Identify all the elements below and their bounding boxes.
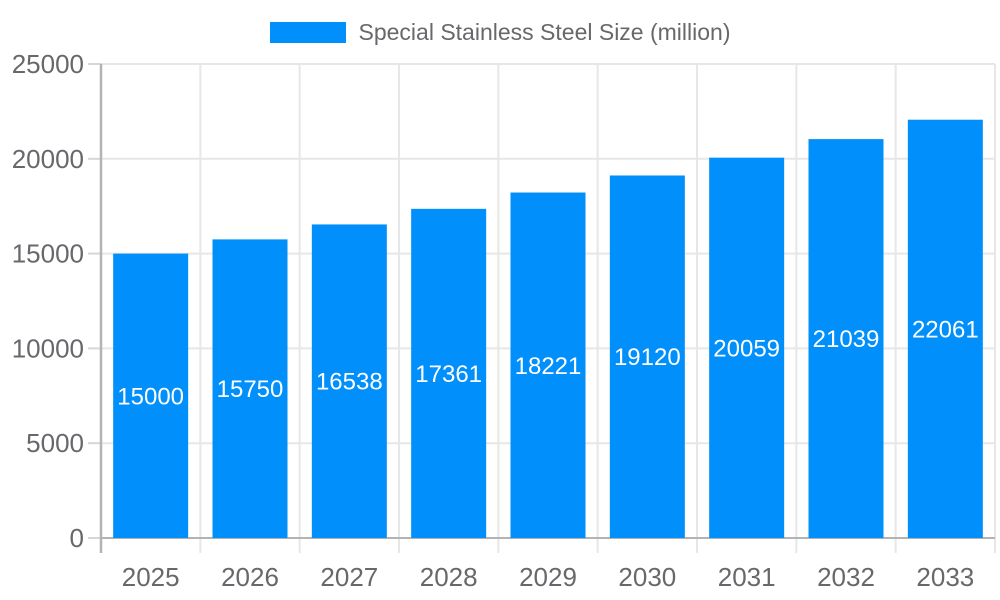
- x-tick-label: 2032: [817, 562, 875, 592]
- y-tick-label: 15000: [12, 239, 84, 269]
- x-tick-label: 2028: [420, 562, 478, 592]
- x-tick-label: 2026: [221, 562, 279, 592]
- bar-2026[interactable]: [212, 239, 288, 538]
- bar-value-label: 17361: [415, 361, 482, 388]
- bar-2028[interactable]: [411, 208, 487, 538]
- x-tick-label: 2029: [519, 562, 577, 592]
- bar-value-label: 15750: [217, 376, 284, 403]
- bar-value-label: 19120: [614, 344, 681, 371]
- bar-2033[interactable]: [907, 119, 983, 538]
- bar-2027[interactable]: [311, 224, 387, 538]
- y-tick-label: 20000: [12, 144, 84, 174]
- x-tick-label: 2025: [122, 562, 180, 592]
- bar-value-label: 20059: [713, 335, 780, 362]
- bar-2031[interactable]: [709, 157, 785, 538]
- y-tick-label: 25000: [12, 49, 84, 79]
- x-tick-label: 2033: [916, 562, 974, 592]
- bar-2032[interactable]: [808, 139, 884, 538]
- legend-label[interactable]: Special Stainless Steel Size (million): [358, 19, 731, 45]
- bar-value-label: 18221: [515, 353, 582, 380]
- x-tick-label: 2030: [618, 562, 676, 592]
- legend[interactable]: Special Stainless Steel Size (million): [0, 19, 1000, 45]
- y-tick-label: 5000: [26, 428, 84, 458]
- y-tick-label: 10000: [12, 333, 84, 363]
- bar-2029[interactable]: [510, 192, 586, 538]
- y-tick-label: 0: [70, 523, 84, 553]
- bar-value-label: 15000: [117, 383, 184, 410]
- x-tick-label: 2031: [718, 562, 776, 592]
- x-tick-label: 2027: [320, 562, 378, 592]
- bar-value-label: 22061: [912, 316, 979, 343]
- legend-swatch[interactable]: [269, 22, 346, 43]
- bar-2030[interactable]: [609, 175, 685, 538]
- bar-value-label: 21039: [813, 326, 880, 353]
- bar-value-label: 16538: [316, 369, 383, 396]
- bar-2025[interactable]: [113, 253, 189, 538]
